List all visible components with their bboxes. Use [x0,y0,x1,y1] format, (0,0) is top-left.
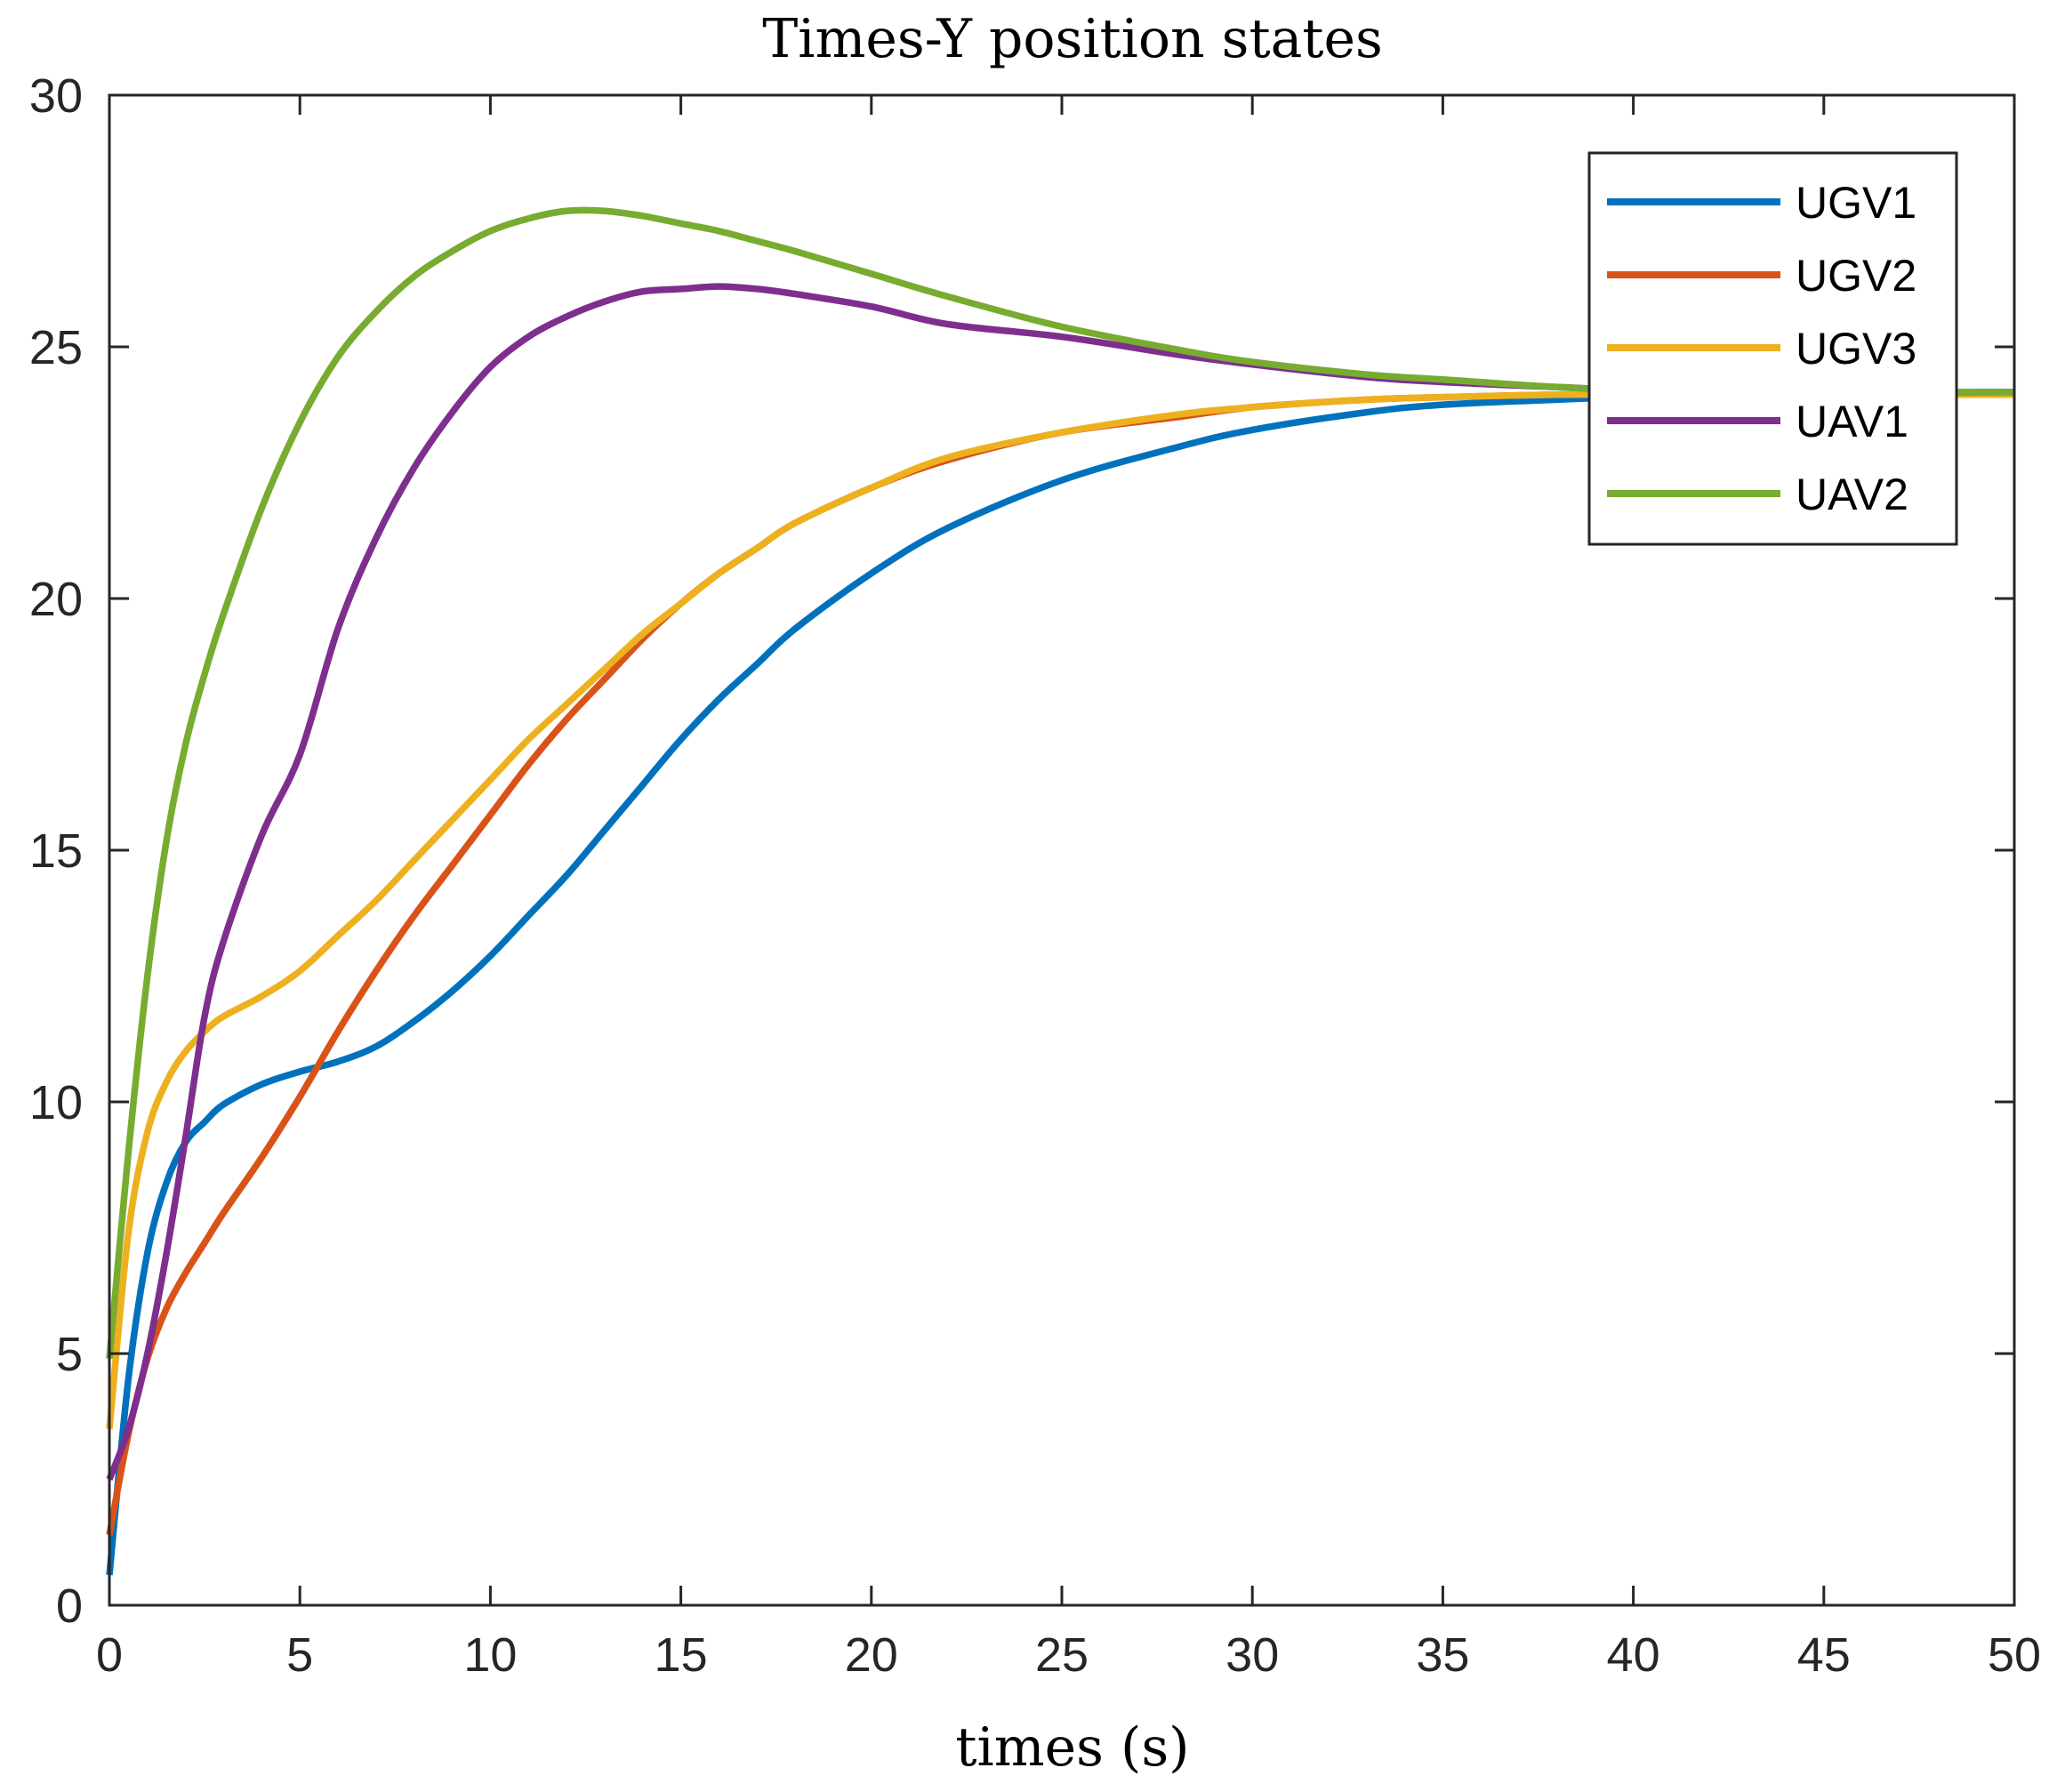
x-tick-label: 50 [1988,1628,2041,1682]
legend-label-ugv1[interactable]: UGV1 [1796,178,1916,228]
legend-label-ugv3[interactable]: UGV3 [1796,324,1916,374]
y-tick-label: 0 [56,1579,83,1633]
y-tick-label: 20 [29,573,83,626]
y-tick-label: 30 [29,69,83,123]
legend-label-uav1[interactable]: UAV1 [1796,397,1908,446]
y-tick-label: 5 [56,1328,83,1381]
x-tick-label: 30 [1225,1628,1279,1682]
x-tick-label: 10 [463,1628,517,1682]
axes-layer: 0 5 10 15 20 25 30 35 40 45 50 0 5 10 15 20 25 30 [29,69,2041,1682]
series-line-ugv3 [106,390,2014,1430]
x-tick-label: 25 [1035,1628,1089,1682]
x-tick-label: 15 [655,1628,708,1682]
x-tick-label: 20 [845,1628,898,1682]
x-tick-label: 45 [1797,1628,1851,1682]
y-tick-label: 10 [29,1076,83,1129]
series-layer [106,206,2015,1576]
series-line-uav2 [106,206,2015,1360]
y-tick-label: 15 [29,824,83,878]
x-axis-label: times (s) [955,1716,1189,1779]
series-line-ugv1 [106,390,2015,1576]
x-tick-label: 5 [286,1628,313,1682]
y-tick-label: 25 [29,321,83,374]
x-tick-label: 40 [1607,1628,1660,1682]
x-tick-label: 35 [1416,1628,1469,1682]
x-tick-label: 0 [96,1628,123,1682]
legend-label-ugv2[interactable]: UGV2 [1796,251,1916,301]
legend[interactable]: UGV1 UGV2 UGV3 UAV1 UAV2 [1587,151,1958,546]
chart-title: Times-Y position states [762,8,1383,70]
legend-label-uav2[interactable]: UAV2 [1796,470,1908,519]
